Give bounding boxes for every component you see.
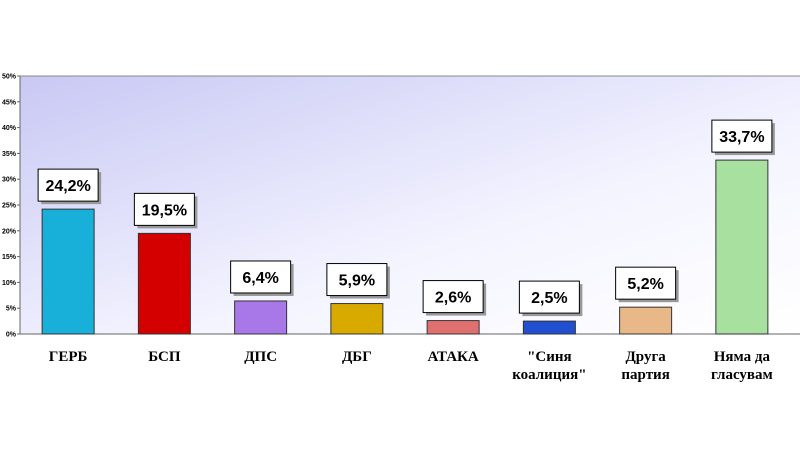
value-label-box <box>230 260 292 294</box>
bar <box>234 300 288 335</box>
bar <box>330 303 384 335</box>
value-label: 19,5% <box>142 202 187 219</box>
value-label: 24,2% <box>45 178 90 195</box>
y-tick-label: 45% <box>2 99 17 106</box>
bar <box>426 320 480 335</box>
y-tick-label: 40% <box>2 125 17 132</box>
y-tick-label: 10% <box>2 280 17 287</box>
value-label-box <box>326 263 388 297</box>
y-tick-label: 15% <box>2 254 17 261</box>
y-tick-label: 20% <box>2 228 17 235</box>
value-label: 5,2% <box>627 276 663 293</box>
value-label-box <box>711 119 773 153</box>
value-label-box <box>422 280 484 314</box>
y-tick-label: 30% <box>2 177 17 184</box>
x-tick-label: ДБГ <box>341 349 372 365</box>
value-label-box <box>133 192 195 226</box>
bar <box>715 159 769 335</box>
y-tick-label: 25% <box>2 203 17 210</box>
value-label-box <box>518 280 580 314</box>
x-tick-label: БСП <box>148 349 181 365</box>
x-tick-label: Друга партия <box>621 349 670 383</box>
value-label: 33,7% <box>719 129 764 146</box>
bar <box>41 208 95 335</box>
value-label-box <box>615 266 677 300</box>
x-tick-label: АТАКА <box>427 349 479 365</box>
x-tick-label: ДПС <box>244 349 278 365</box>
value-label: 5,9% <box>339 273 375 290</box>
x-tick-label: "Синя коалиция" <box>512 349 587 383</box>
y-tick-label: 35% <box>2 151 17 158</box>
bar <box>137 232 191 335</box>
value-label: 6,4% <box>242 270 278 287</box>
y-tick-label: 50% <box>2 74 17 81</box>
bar <box>522 320 576 335</box>
value-label: 2,6% <box>435 290 471 307</box>
value-label: 2,5% <box>531 290 567 307</box>
y-tick-label: 0% <box>6 332 17 339</box>
y-tick-label: 5% <box>6 306 17 313</box>
x-tick-label: ГЕРБ <box>48 349 88 365</box>
value-label-box <box>37 168 99 202</box>
x-tick-label: Няма да гласувам <box>711 349 773 383</box>
bar <box>619 306 673 335</box>
